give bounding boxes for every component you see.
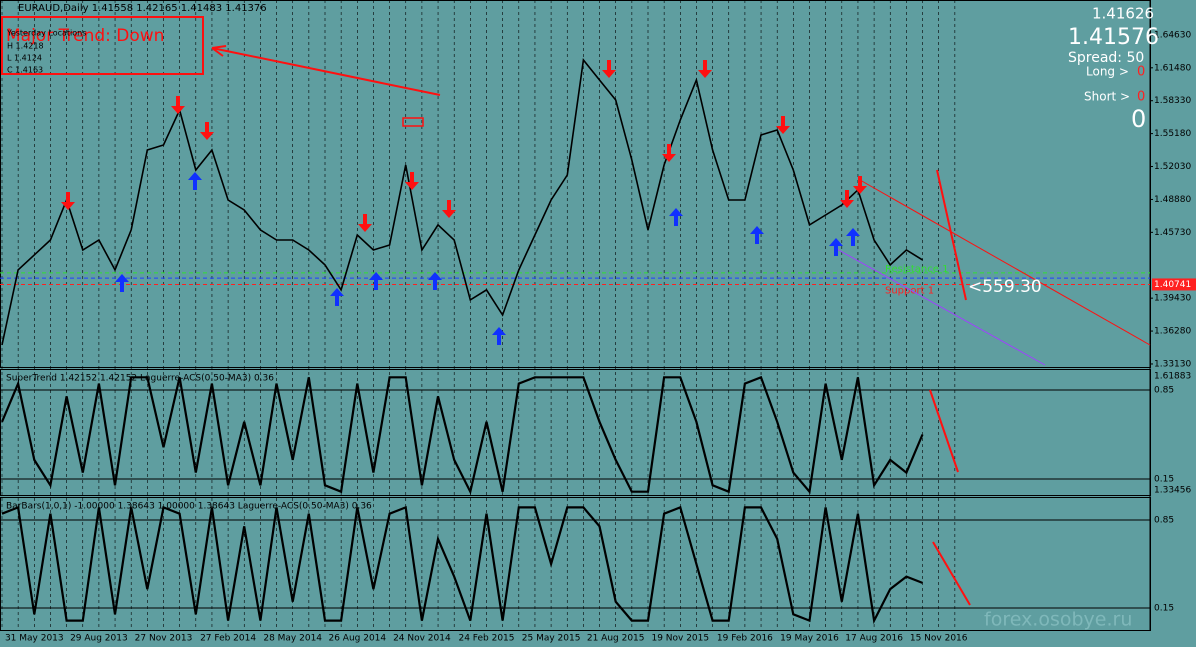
down-arrow bbox=[840, 190, 854, 208]
trend-line bbox=[834, 247, 1046, 366]
up-arrow bbox=[829, 238, 843, 256]
up-arrow bbox=[669, 208, 683, 226]
price-tag-label: 1.40741 bbox=[1154, 280, 1191, 290]
y-tick-label: 0.85 bbox=[1154, 516, 1174, 526]
series-line bbox=[1, 505, 923, 625]
x-tick-label: 21 Aug 2015 bbox=[587, 634, 645, 644]
y-tick-label: 1.55180 bbox=[1154, 129, 1191, 139]
x-tick-label: 15 Nov 2016 bbox=[910, 634, 968, 644]
trend-arrow bbox=[929, 389, 959, 473]
y-tick-label: 1.61480 bbox=[1154, 63, 1191, 73]
signal-arrows bbox=[61, 60, 867, 345]
trend-arrow bbox=[936, 169, 967, 301]
price-tag bbox=[1152, 278, 1196, 291]
y-tick-label: 1.39430 bbox=[1154, 294, 1191, 304]
long-label: Long > bbox=[1086, 65, 1129, 79]
down-arrow bbox=[442, 200, 456, 218]
yesterday-close: C 1.4163 bbox=[7, 66, 43, 75]
yesterday-low: L 1.4124 bbox=[7, 54, 42, 63]
distance: <559.30 bbox=[968, 277, 1042, 297]
down-arrow bbox=[698, 60, 712, 78]
up-arrow bbox=[330, 288, 344, 306]
y-tick-label: 0.15 bbox=[1154, 474, 1174, 484]
y-tick-label: 1.64630 bbox=[1154, 30, 1191, 40]
trend-arrow-head bbox=[211, 45, 227, 57]
down-arrow bbox=[776, 116, 790, 134]
panel-title: SuperTrend 1.42152 1.42152 Laguerre-ACS(… bbox=[6, 374, 274, 384]
bid: 1.41626 bbox=[1092, 5, 1154, 23]
axis-label: 1.61883 bbox=[1154, 372, 1191, 382]
axis-label: 1.33456 bbox=[1154, 486, 1191, 496]
yesterday-title: Yesterday Locations bbox=[6, 29, 86, 38]
down-arrow bbox=[662, 144, 676, 162]
down-arrow bbox=[358, 214, 372, 232]
down-arrow bbox=[405, 172, 419, 190]
up-arrow bbox=[188, 172, 202, 190]
y-tick-label: 1.36280 bbox=[1154, 327, 1191, 337]
y-tick-label: 1.48880 bbox=[1154, 195, 1191, 205]
up-arrow bbox=[115, 274, 129, 292]
up-arrow bbox=[492, 327, 506, 345]
x-tick-label: 31 May 2013 bbox=[5, 634, 64, 644]
series-line bbox=[1, 58, 923, 346]
short-label: Short > bbox=[1084, 90, 1130, 104]
x-tick-label: 25 May 2015 bbox=[522, 634, 581, 644]
watermark: forex.osobye.ru bbox=[984, 609, 1132, 631]
trend-box bbox=[1, 16, 204, 75]
up-arrow bbox=[750, 226, 764, 244]
y-tick-label: 0.15 bbox=[1154, 604, 1174, 614]
y-tick-label: 1.52030 bbox=[1154, 162, 1191, 172]
down-arrow bbox=[853, 176, 867, 194]
x-tick-label: 24 Feb 2015 bbox=[458, 634, 514, 644]
level-name: Resistance 1 bbox=[885, 264, 948, 275]
symbol-line: EURAUD,Daily 1.41558 1.42165 1.41483 1.4… bbox=[18, 3, 267, 14]
down-arrow bbox=[200, 122, 214, 140]
x-tick-label: 19 Nov 2015 bbox=[651, 634, 709, 644]
up-arrow bbox=[428, 272, 442, 290]
x-tick-label: 24 Nov 2014 bbox=[393, 634, 451, 644]
marker bbox=[402, 117, 424, 127]
x-tick-label: 29 Aug 2013 bbox=[70, 634, 128, 644]
trend-line bbox=[859, 179, 1151, 346]
trend-arrow bbox=[211, 47, 441, 96]
x-tick-label: 17 Aug 2016 bbox=[845, 634, 903, 644]
short-value: 0 bbox=[1137, 90, 1145, 105]
x-tick-label: 26 Aug 2014 bbox=[328, 634, 386, 644]
down-arrow bbox=[602, 60, 616, 78]
y-tick-label: 0.85 bbox=[1154, 385, 1174, 395]
long-value: 0 bbox=[1137, 65, 1145, 80]
x-tick-label: 27 Feb 2014 bbox=[200, 634, 256, 644]
major-trend: Major Trend: Down bbox=[6, 26, 164, 46]
x-tick-label: 19 Feb 2016 bbox=[717, 634, 773, 644]
trend-arrow bbox=[932, 541, 971, 606]
x-tick-label: 27 Nov 2013 bbox=[135, 634, 193, 644]
yesterday-high: H 1.4218 bbox=[7, 42, 44, 51]
panel-title: BarBars(1,0,1) -1.00000 1.38643 1.00000 … bbox=[6, 502, 372, 512]
total: 0 bbox=[1131, 105, 1146, 133]
ask: 1.41576 bbox=[1068, 25, 1159, 50]
level-name: Support 1 bbox=[885, 285, 934, 296]
annotations bbox=[1, 16, 1151, 606]
down-arrow bbox=[61, 192, 75, 210]
x-tick-label: 19 May 2016 bbox=[780, 634, 839, 644]
up-arrow bbox=[846, 228, 860, 246]
y-tick-label: 1.45730 bbox=[1154, 228, 1191, 238]
series-line bbox=[0, 375, 924, 495]
x-tick-label: 28 May 2014 bbox=[263, 634, 322, 644]
y-tick-label: 1.58330 bbox=[1154, 96, 1191, 106]
up-arrow bbox=[369, 272, 383, 290]
spread: Spread: 50 bbox=[1068, 50, 1144, 66]
y-tick-label: 1.33130 bbox=[1154, 359, 1191, 369]
down-arrow bbox=[171, 96, 185, 114]
